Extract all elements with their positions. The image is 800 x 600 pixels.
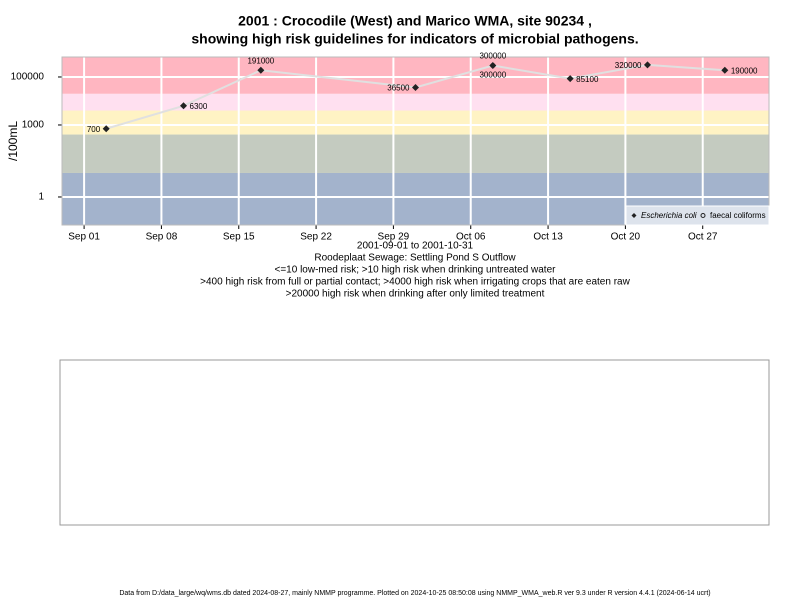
footer: Data from D:/data_large/wq/wms.db dated … [119, 590, 710, 597]
risk-band [62, 93, 769, 111]
y-tick-label: 1000 [22, 120, 45, 131]
subtitle: Roodeplaat Sewage: Settling Pond S Outfl… [314, 253, 516, 264]
risk-band [62, 134, 769, 173]
value-label: 300000 [479, 71, 506, 80]
legend-label: faecal coliforms [710, 211, 766, 220]
x-tick-label: Sep 15 [223, 232, 255, 243]
series-line [105, 63, 725, 130]
point [566, 75, 574, 83]
subtitle: 2001-09-01 to 2001-10-31 [357, 241, 474, 252]
x-tick-label: Oct 13 [533, 232, 563, 243]
value-label: 6300 [190, 102, 208, 111]
point [102, 125, 110, 133]
value-label: 36500 [387, 84, 410, 93]
x-tick-label: Oct 06 [456, 232, 486, 243]
plot-border [61, 56, 770, 226]
x-tick-label: Oct 27 [688, 232, 718, 243]
legend-box [625, 205, 770, 226]
x-tick-label: Sep 01 [68, 232, 100, 243]
value-label: 190000 [731, 66, 758, 75]
x-tick-label: Sep 22 [300, 232, 332, 243]
legend-marker [631, 213, 637, 218]
point [412, 83, 419, 91]
subtitle: <=10 low-med risk; >10 high risk when dr… [275, 265, 557, 276]
empty-panel [59, 359, 770, 526]
y-tick-label: 100000 [11, 72, 45, 83]
value-label: 700 [87, 125, 101, 134]
chart-title: showing high risk guidelines for indicat… [191, 31, 638, 47]
value-label: 320000 [615, 61, 642, 70]
risk-band [62, 110, 769, 135]
point [721, 66, 729, 74]
legend-marker [700, 213, 706, 218]
point [490, 63, 496, 69]
x-tick-label: Oct 20 [611, 232, 641, 243]
y-tick-label: 1 [38, 192, 44, 203]
chart-title: 2001 : Crocodile (West) and Marico WMA, … [238, 13, 592, 29]
x-tick-label: Sep 08 [146, 232, 178, 243]
value-label: 85100 [576, 75, 599, 84]
y-axis-label: /100mL [6, 121, 20, 161]
value-label: 191000 [247, 56, 274, 65]
point [180, 102, 188, 110]
value-label: 300000 [479, 52, 506, 61]
point [257, 66, 265, 74]
point [643, 61, 651, 69]
subtitle: >20000 high risk when drinking after onl… [286, 289, 545, 300]
subtitle: >400 high risk from full or partial cont… [200, 277, 630, 288]
legend-label: Escherichia coli [641, 211, 697, 220]
x-tick-label: Sep 29 [378, 232, 410, 243]
